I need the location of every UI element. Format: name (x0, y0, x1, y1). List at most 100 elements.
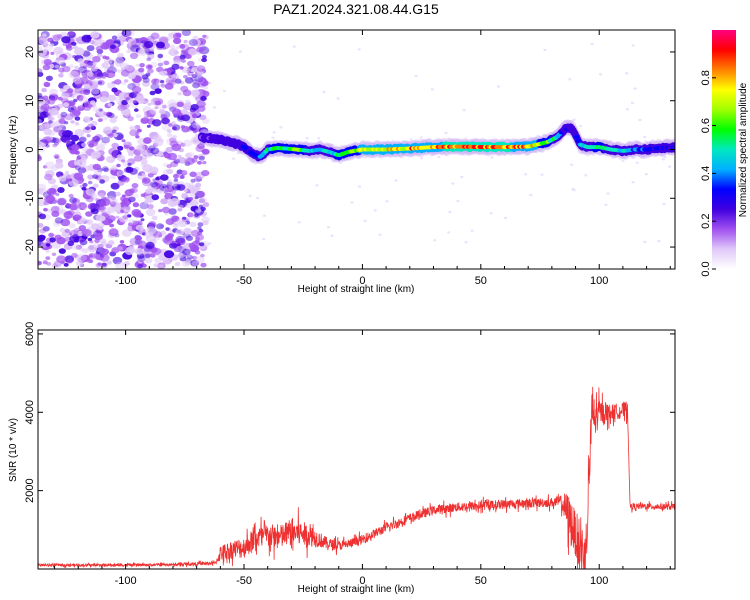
noise-cell (85, 196, 94, 203)
noise-cell (149, 253, 156, 258)
noise-cell (135, 224, 144, 231)
noise-cell (185, 235, 193, 241)
noise-cell (181, 30, 191, 37)
ridge-core (573, 134, 580, 139)
noise-cell (604, 203, 608, 206)
noise-cell (68, 31, 74, 36)
noise-cell (279, 126, 283, 129)
noise-cell (117, 52, 124, 58)
noise-cell (191, 157, 198, 163)
noise-cell (190, 104, 199, 111)
noise-cell (202, 160, 207, 165)
noise-cell (148, 145, 156, 152)
noise-cell (123, 144, 130, 150)
noise-cell (123, 111, 131, 118)
noise-cell (125, 64, 134, 72)
noise-cell (172, 183, 182, 191)
noise-cell (159, 183, 169, 192)
noise-cell (74, 150, 80, 155)
noise-cell (182, 170, 188, 175)
noise-cell (113, 133, 118, 138)
noise-cell (272, 131, 276, 134)
noise-cell (154, 180, 163, 187)
noise-cell (160, 174, 169, 181)
noise-cell (131, 183, 139, 189)
noise-cell (94, 39, 103, 47)
noise-cell (394, 179, 398, 182)
noise-cell (196, 190, 206, 198)
noise-cell (163, 70, 168, 74)
noise-cell (189, 171, 197, 178)
noise-cell (165, 227, 170, 231)
noise-cell (48, 120, 53, 124)
noise-cell (203, 85, 209, 90)
noise-cell (86, 134, 91, 138)
noise-cell (160, 80, 165, 84)
noise-cell (144, 253, 151, 259)
snr-y-label: SNR (10 * v/v) (8, 418, 19, 482)
noise-cell (45, 243, 51, 247)
noise-cell (76, 95, 84, 101)
noise-cell (51, 263, 58, 269)
noise-cell (570, 163, 574, 166)
noise-cell (317, 137, 321, 140)
y-tick-label: 2000 (24, 478, 36, 502)
noise-cell (91, 88, 100, 95)
noise-cell (52, 35, 60, 42)
noise-cell (173, 158, 181, 164)
noise-cell (176, 101, 184, 108)
noise-cell (83, 126, 92, 134)
noise-cell (107, 133, 114, 139)
noise-cell (74, 47, 85, 56)
noise-cell (657, 239, 661, 243)
noise-cell (606, 192, 610, 195)
noise-cell (72, 45, 78, 50)
noise-cell (85, 188, 96, 196)
noise-cell (154, 100, 162, 106)
noise-cell (180, 59, 186, 63)
noise-cell (130, 40, 141, 48)
noise-cell (58, 175, 67, 182)
noise-cell (110, 204, 115, 208)
noise-cell (162, 104, 167, 109)
noise-cell (140, 193, 146, 197)
noise-cell (167, 104, 175, 110)
noise-cell (69, 109, 81, 118)
noise-cell (188, 39, 198, 47)
noise-cell (195, 256, 205, 264)
noise-cell (62, 42, 68, 46)
noise-cell (668, 165, 672, 168)
noise-cell (95, 45, 103, 52)
noise-cell (65, 139, 71, 144)
noise-cell (184, 161, 191, 166)
noise-cell (100, 248, 110, 256)
noise-cell (168, 208, 177, 215)
noise-cell (72, 78, 81, 84)
noise-cell (120, 91, 129, 98)
noise-cell (63, 84, 70, 90)
noise-cell (128, 196, 136, 203)
noise-cell (68, 223, 76, 229)
noise-cell (208, 242, 212, 245)
noise-cell (87, 244, 98, 253)
noise-cell (53, 260, 62, 268)
noise-cell (169, 181, 178, 187)
noise-cell (127, 162, 132, 166)
noise-cell (169, 44, 176, 49)
noise-cell (172, 135, 177, 139)
noise-cell (145, 64, 153, 70)
noise-cell (44, 173, 53, 181)
noise-cell (60, 92, 70, 100)
noise-cell (67, 88, 74, 94)
noise-cell (262, 214, 266, 217)
noise-cell (190, 178, 196, 183)
noise-cell (419, 136, 423, 139)
noise-cell (78, 96, 89, 104)
noise-cell (62, 65, 71, 73)
noise-cell (173, 37, 182, 45)
noise-cell (85, 126, 91, 131)
noise-cell (451, 182, 455, 185)
noise-cell (152, 247, 162, 255)
noise-cell (47, 116, 55, 122)
noise-cell (174, 261, 181, 267)
